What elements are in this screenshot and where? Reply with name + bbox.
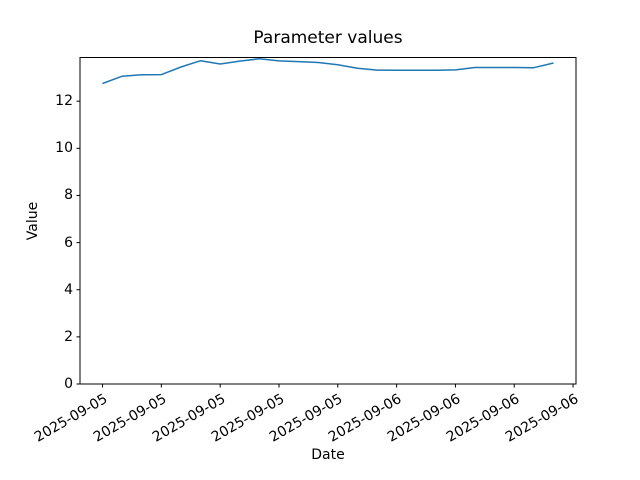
y-axis-ticks: [76, 100, 80, 385]
y-tick-label: 10: [55, 140, 73, 157]
axes-box: [79, 57, 577, 385]
data-line: [102, 58, 554, 85]
y-tick-label: 0: [64, 376, 73, 392]
chart-title: Parameter values: [253, 28, 403, 48]
x-axis-ticks: [102, 384, 574, 388]
y-tick-label: 6: [64, 234, 73, 251]
y-tick-label: 8: [64, 187, 73, 204]
y-tick-label: 4: [64, 281, 73, 298]
x-axis-label: Date: [311, 447, 345, 463]
y-tick-label: 2: [64, 328, 73, 345]
y-tick-label: 12: [55, 93, 73, 110]
